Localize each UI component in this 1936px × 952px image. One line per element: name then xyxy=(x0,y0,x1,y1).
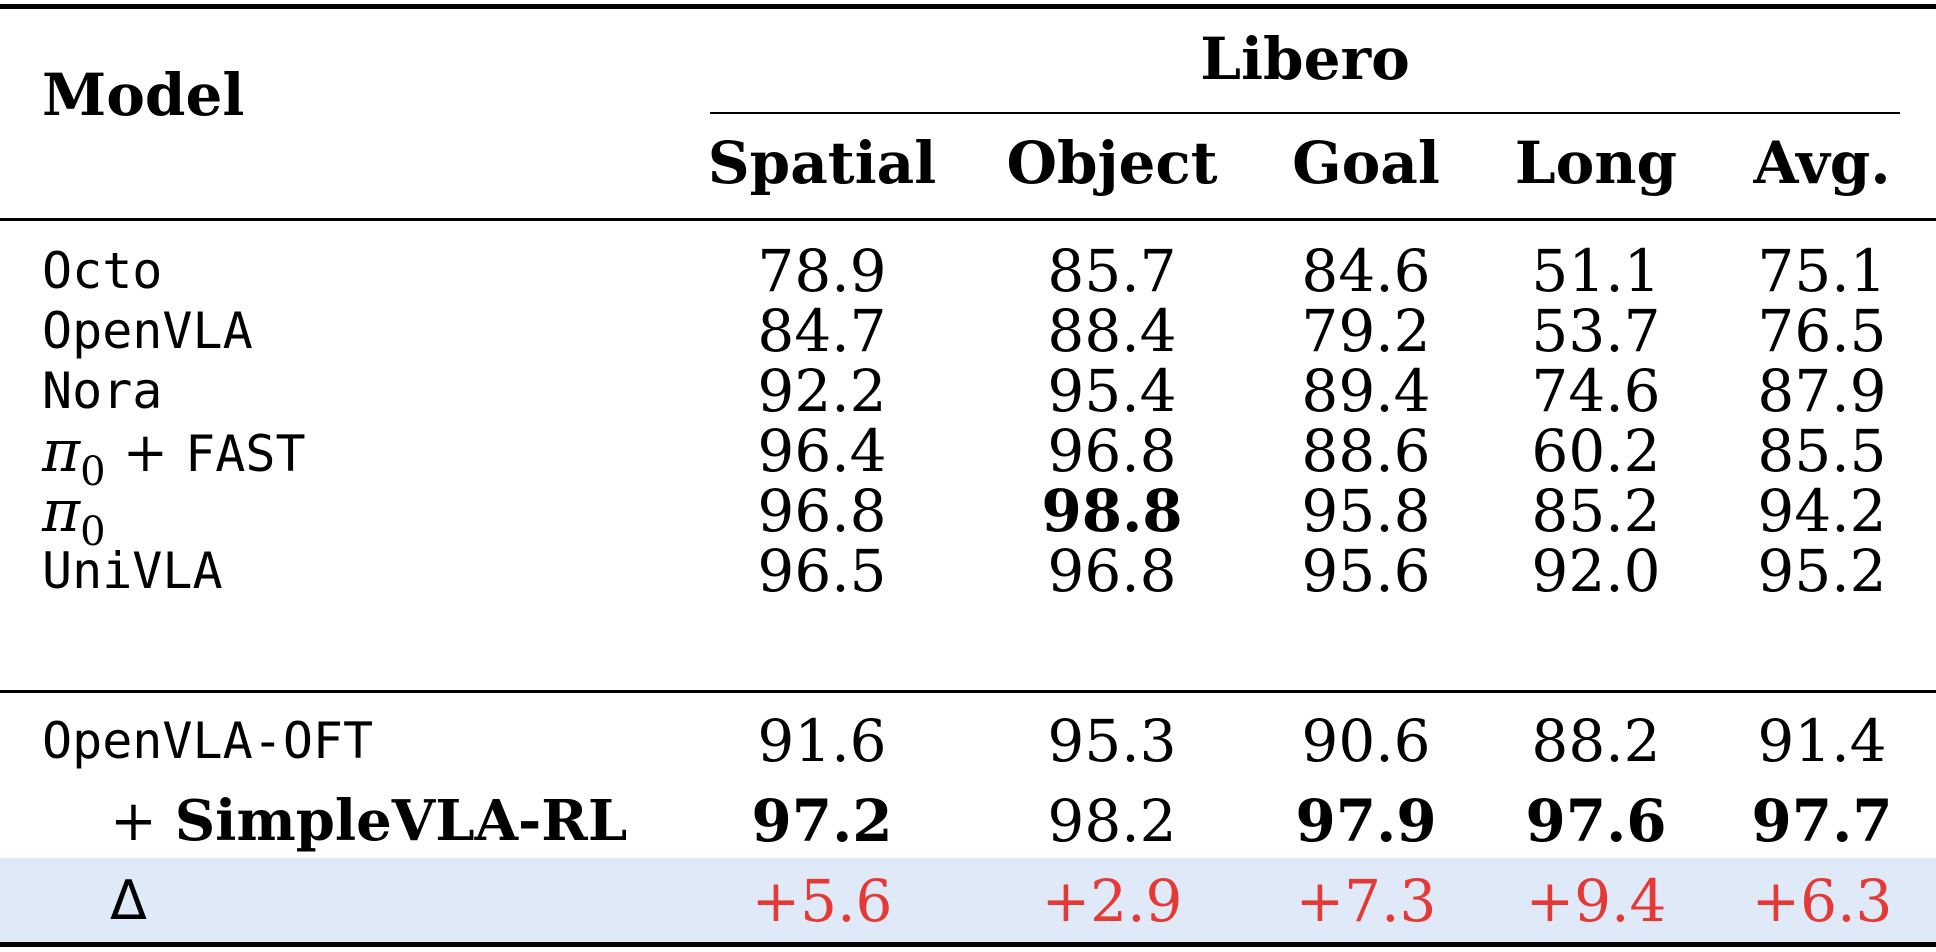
table-cell: 92.0 xyxy=(1531,537,1661,605)
table-cell: 95.4 xyxy=(1047,357,1177,425)
table-cell: 53.7 xyxy=(1531,297,1661,365)
table-cell: 97.7 xyxy=(1751,787,1893,855)
delta-value: +9.4 xyxy=(1525,867,1667,935)
table-cell: 98.2 xyxy=(1047,787,1177,855)
table-cell: 95.8 xyxy=(1301,477,1431,545)
table-cell: 84.6 xyxy=(1301,237,1431,305)
table-cell: 96.8 xyxy=(1047,417,1177,485)
libero-header: Libero xyxy=(1200,25,1410,93)
table-cell: 85.5 xyxy=(1757,417,1887,485)
row-label: UniVLA xyxy=(42,542,223,600)
table-cell: 74.6 xyxy=(1531,357,1661,425)
header-rule xyxy=(0,218,1936,221)
pi-symbol: π xyxy=(42,417,81,485)
row-label: π0 + FAST xyxy=(42,416,306,495)
pi-symbol: π xyxy=(42,477,81,545)
table-cell: 85.2 xyxy=(1531,477,1661,545)
table-cell: 87.9 xyxy=(1757,357,1887,425)
table-cell: 78.9 xyxy=(757,237,887,305)
table-cell: 92.2 xyxy=(757,357,887,425)
libero-cmidrule xyxy=(710,112,1900,114)
column-header-goal: Goal xyxy=(1292,129,1440,197)
row-label: Nora xyxy=(42,362,163,420)
table-cell: 95.2 xyxy=(1757,537,1887,605)
plus-sign: + xyxy=(105,421,186,484)
table-cell: 88.2 xyxy=(1531,707,1661,775)
table-cell: 95.3 xyxy=(1047,707,1177,775)
row-label: OpenVLA xyxy=(42,302,253,360)
model-header: Model xyxy=(42,61,245,129)
table-cell: 97.6 xyxy=(1525,787,1667,855)
row-label: Octo xyxy=(42,242,163,300)
table-cell: 88.6 xyxy=(1301,417,1431,485)
column-header-spatial: Spatial xyxy=(707,129,937,197)
table-cell: 96.8 xyxy=(757,477,887,545)
table-cell: 97.2 xyxy=(751,787,893,855)
delta-value: +5.6 xyxy=(751,867,893,935)
plus-sign: + xyxy=(110,789,175,854)
model-name: SimpleVLA-RL xyxy=(174,788,628,854)
table-cell: 91.4 xyxy=(1757,707,1887,775)
table-cell: 95.6 xyxy=(1301,537,1431,605)
section-rule xyxy=(0,690,1936,693)
table-cell: 51.1 xyxy=(1531,237,1661,305)
table-cell: 96.5 xyxy=(757,537,887,605)
column-header-long: Long xyxy=(1514,129,1678,197)
delta-value: +7.3 xyxy=(1295,867,1437,935)
delta-row-highlight xyxy=(0,858,1936,942)
table-cell: 98.8 xyxy=(1041,477,1183,545)
row-label: OpenVLA-OFT xyxy=(42,712,374,770)
row-label: π0 xyxy=(42,476,106,555)
table-cell: 90.6 xyxy=(1301,707,1431,775)
table-cell: 79.2 xyxy=(1301,297,1431,365)
delta-value: +6.3 xyxy=(1751,867,1893,935)
table-cell: 97.9 xyxy=(1295,787,1437,855)
table-cell: 94.2 xyxy=(1757,477,1887,545)
table-cell: 88.4 xyxy=(1047,297,1177,365)
table-cell: 60.2 xyxy=(1531,417,1661,485)
table-cell: 89.4 xyxy=(1301,357,1431,425)
table-cell: 84.7 xyxy=(757,297,887,365)
table-cell: 96.8 xyxy=(1047,537,1177,605)
table-cell: 91.6 xyxy=(757,707,887,775)
model-name: FAST xyxy=(185,425,306,483)
top-rule xyxy=(0,4,1936,9)
table-cell: 96.4 xyxy=(757,417,887,485)
bottom-rule xyxy=(0,942,1936,947)
column-header-avg: Avg. xyxy=(1753,129,1891,197)
pi-subscript: 0 xyxy=(80,449,106,495)
column-header-object: Object xyxy=(1006,129,1218,197)
row-label: + SimpleVLA-RL xyxy=(110,786,627,856)
delta-value: +2.9 xyxy=(1041,867,1183,935)
table-cell: 76.5 xyxy=(1757,297,1887,365)
pi-subscript: 0 xyxy=(80,509,106,555)
delta-label: Δ xyxy=(110,869,147,932)
table-cell: 85.7 xyxy=(1047,237,1177,305)
table-cell: 75.1 xyxy=(1757,237,1887,305)
